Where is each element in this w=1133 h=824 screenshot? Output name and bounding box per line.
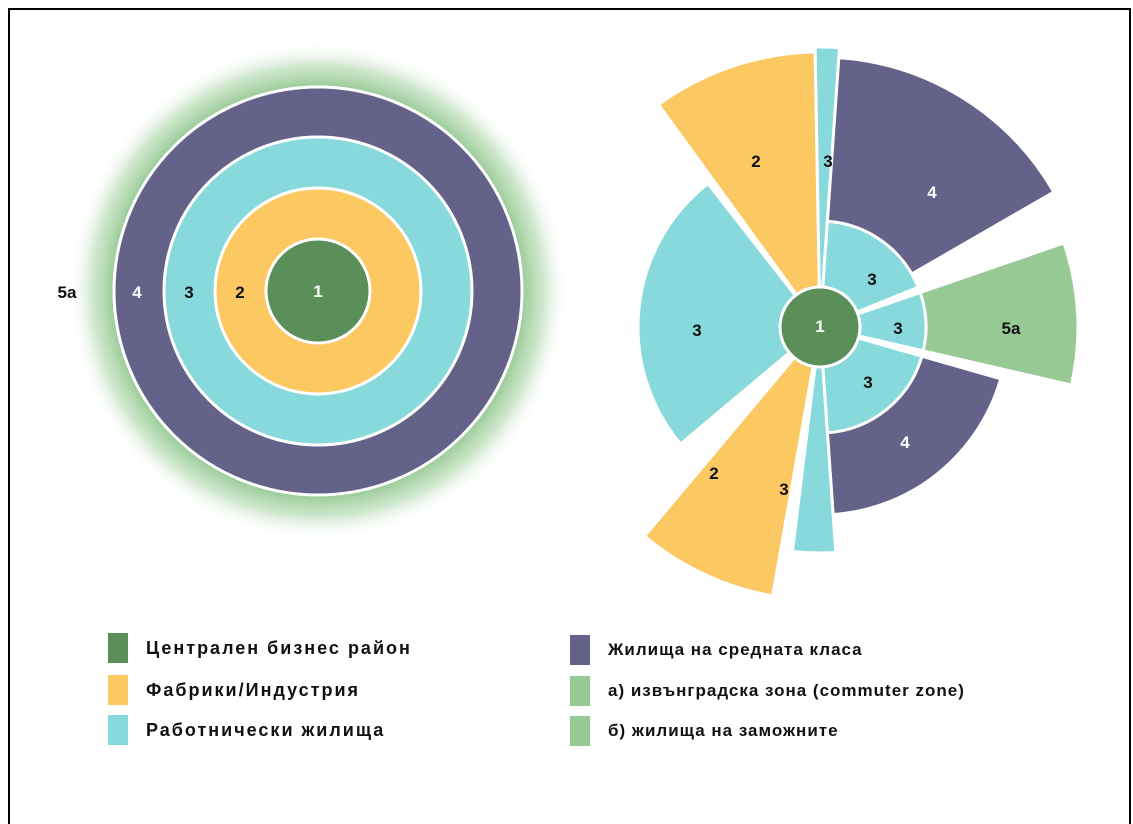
sector-3-bottom <box>790 326 838 555</box>
legend-item-factories: Фабрики/Индустрия <box>108 675 360 705</box>
legend-swatch <box>108 633 128 663</box>
legend-item-workers: Работнически жилища <box>108 715 385 745</box>
image-frame <box>8 8 1131 824</box>
sector-2-bottom-label: 2 <box>709 464 718 483</box>
legend-item-commuter-zone: а) извънградска зона (commuter zone) <box>570 676 965 706</box>
legend-swatch <box>108 715 128 745</box>
sector-diagram <box>636 45 1080 598</box>
sector-4-bottom-label: 4 <box>900 433 910 452</box>
legend-swatch <box>570 716 590 746</box>
legend-item-wealthy: б) жилища на заможните <box>570 716 839 746</box>
sector-center-label: 1 <box>815 317 824 336</box>
zone-1-label: 1 <box>313 282 322 301</box>
sector-diagram-labels: 1 2 3 4 3 3 5a 3 4 3 2 3 <box>692 152 1021 499</box>
sector-3-thin-label: 3 <box>823 152 832 171</box>
concentric-zone-diagram: 1 2 3 4 5a <box>58 41 568 541</box>
sector-3-inner-top-label: 3 <box>867 270 876 289</box>
legend-swatch <box>108 675 128 705</box>
legend-swatch <box>570 635 590 665</box>
sector-3-left-label: 3 <box>692 321 701 340</box>
sector-center-core <box>778 285 862 369</box>
zone-1-core <box>264 237 372 345</box>
sector-5a-label: 5a <box>1002 319 1021 338</box>
legend-label: б) жилища на заможните <box>608 721 839 740</box>
legend-label: а) извънградска зона (commuter zone) <box>608 681 965 700</box>
sector-2-bottom <box>642 321 823 598</box>
legend-label: Работнически жилища <box>146 719 386 740</box>
sector-3-inner-bottom-label: 3 <box>863 373 872 392</box>
legend-swatch <box>570 676 590 706</box>
legend-label: Фабрики/Индустрия <box>146 679 361 700</box>
zone-3-label: 3 <box>184 283 193 302</box>
sector-5a <box>814 241 1080 387</box>
zone-4-label: 4 <box>132 283 142 302</box>
zone-5a-label: 5a <box>58 283 77 302</box>
legend-label: Жилища на средната класа <box>608 640 863 659</box>
legend-label: Централен бизнес район <box>146 637 412 658</box>
sector-4-top-label: 4 <box>927 183 937 202</box>
sector-2-top-label: 2 <box>751 152 760 171</box>
legend-item-cbd: Централен бизнес район <box>108 633 412 663</box>
sector-3-bottom-label: 3 <box>779 480 788 499</box>
sector-3-inner-right <box>814 290 928 353</box>
zone-2-label: 2 <box>235 283 244 302</box>
legend-item-middle-class: Жилища на средната класа <box>570 635 863 665</box>
sector-3-inner-right-label: 3 <box>893 319 902 338</box>
sector-3-left <box>636 181 823 447</box>
